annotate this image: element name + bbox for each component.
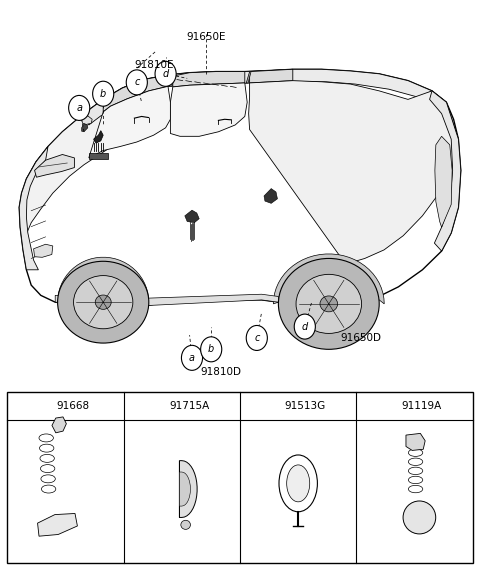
Circle shape [69, 95, 90, 120]
Circle shape [144, 396, 161, 416]
Text: c: c [134, 77, 140, 87]
Ellipse shape [73, 275, 133, 329]
Polygon shape [19, 69, 461, 314]
Polygon shape [52, 417, 66, 433]
Circle shape [27, 396, 44, 416]
Text: a: a [76, 103, 82, 113]
Text: c: c [254, 333, 260, 343]
Text: b: b [100, 89, 107, 99]
Text: a: a [33, 402, 38, 411]
Polygon shape [37, 513, 77, 536]
Polygon shape [430, 91, 461, 251]
Polygon shape [94, 131, 103, 143]
Circle shape [376, 396, 394, 416]
Polygon shape [84, 75, 168, 125]
Circle shape [260, 396, 277, 416]
Text: d: d [382, 402, 388, 411]
Ellipse shape [320, 296, 337, 312]
Text: 91715A: 91715A [169, 401, 209, 411]
Polygon shape [249, 81, 458, 264]
Polygon shape [406, 433, 425, 450]
Polygon shape [89, 86, 170, 158]
Text: 91668: 91668 [56, 401, 89, 411]
Text: 91810E: 91810E [134, 60, 174, 70]
Circle shape [294, 314, 315, 339]
Polygon shape [23, 99, 122, 237]
Ellipse shape [287, 465, 310, 502]
Polygon shape [264, 189, 277, 203]
Polygon shape [82, 116, 92, 124]
Ellipse shape [296, 274, 361, 333]
Text: d: d [162, 69, 169, 79]
Polygon shape [246, 72, 251, 83]
Polygon shape [89, 153, 108, 159]
Text: 91513G: 91513G [285, 401, 326, 411]
Polygon shape [169, 76, 174, 86]
Text: 91650D: 91650D [341, 333, 382, 343]
Polygon shape [180, 472, 191, 506]
Polygon shape [55, 294, 278, 306]
Text: d: d [301, 321, 308, 332]
Polygon shape [34, 244, 53, 257]
Circle shape [246, 325, 267, 350]
Polygon shape [435, 136, 452, 227]
Text: b: b [149, 402, 155, 411]
Ellipse shape [403, 501, 436, 534]
Polygon shape [35, 154, 74, 177]
Circle shape [126, 70, 147, 95]
Polygon shape [180, 461, 197, 517]
Text: c: c [266, 402, 271, 411]
Ellipse shape [278, 258, 379, 349]
Text: a: a [189, 353, 195, 363]
Text: 91650E: 91650E [187, 32, 226, 42]
Polygon shape [173, 72, 245, 87]
Circle shape [93, 81, 114, 106]
Ellipse shape [181, 520, 191, 529]
Polygon shape [82, 124, 88, 132]
Ellipse shape [95, 295, 111, 310]
Circle shape [201, 337, 222, 362]
FancyBboxPatch shape [7, 392, 473, 563]
Polygon shape [103, 75, 168, 112]
Text: 91810D: 91810D [200, 367, 241, 377]
Polygon shape [19, 147, 48, 270]
Circle shape [181, 345, 203, 370]
Polygon shape [170, 83, 247, 136]
Polygon shape [158, 69, 432, 98]
Circle shape [155, 61, 176, 86]
Polygon shape [250, 69, 293, 83]
Polygon shape [185, 210, 199, 223]
Polygon shape [55, 257, 149, 306]
Ellipse shape [58, 261, 149, 343]
Text: b: b [208, 344, 215, 354]
Ellipse shape [279, 455, 317, 512]
Polygon shape [274, 254, 384, 304]
Text: 91119A: 91119A [402, 401, 442, 411]
